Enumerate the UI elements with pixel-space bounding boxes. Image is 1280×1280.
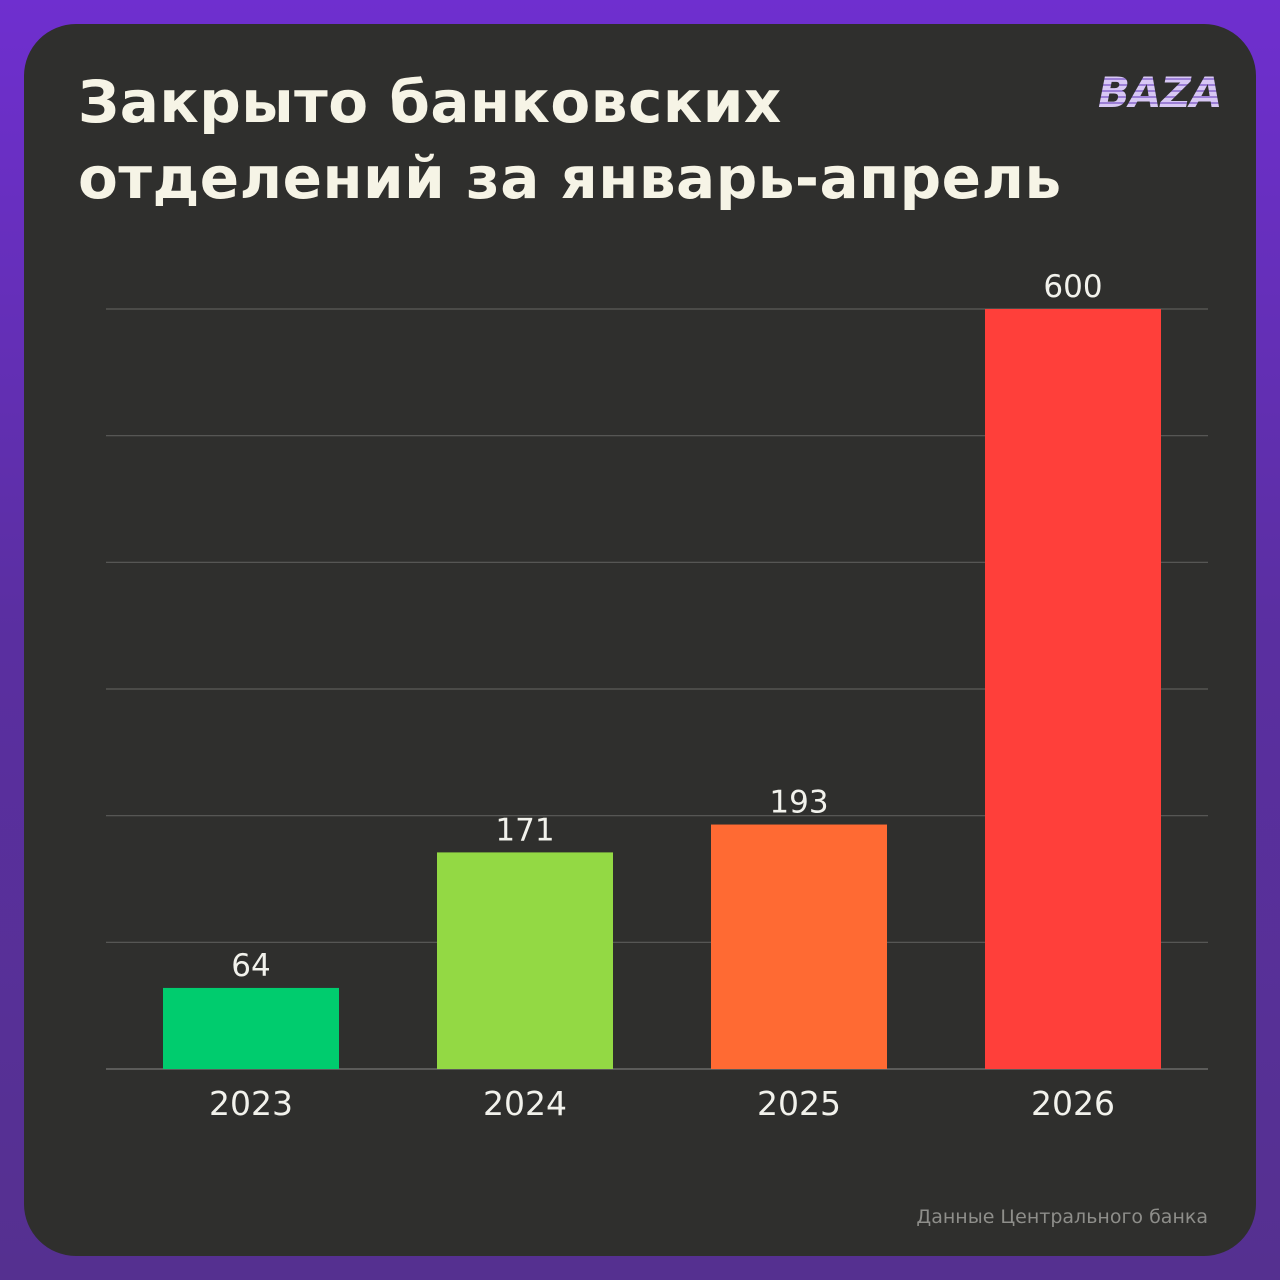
x-tick-label-2024: 2024 bbox=[483, 1084, 567, 1123]
bars bbox=[163, 309, 1161, 1069]
value-label-2024: 171 bbox=[495, 812, 554, 848]
value-label-2025: 193 bbox=[769, 785, 828, 821]
bar-2025 bbox=[711, 824, 887, 1069]
value-label-2026: 600 bbox=[1043, 269, 1102, 305]
value-label-2023: 64 bbox=[231, 948, 270, 984]
chart-card: Закрыто банковских отделений за январь-а… bbox=[24, 24, 1256, 1256]
labels: 64 2023 171 2024 193 2025 600 2026 bbox=[209, 269, 1115, 1123]
bar-2026 bbox=[985, 309, 1161, 1069]
chart-title: Закрыто банковских отделений за январь-а… bbox=[78, 68, 1062, 212]
x-tick-label-2025: 2025 bbox=[757, 1084, 841, 1123]
x-tick-label-2023: 2023 bbox=[209, 1084, 293, 1123]
bar-chart: 64 2023 171 2024 193 2025 600 2026 bbox=[106, 269, 1208, 1123]
baza-logo: BAZA bbox=[1098, 68, 1222, 117]
bar-2023 bbox=[163, 987, 339, 1069]
bar-2024 bbox=[437, 852, 613, 1069]
source-note: Данные Центрального банка bbox=[916, 1206, 1208, 1228]
x-tick-label-2026: 2026 bbox=[1031, 1084, 1115, 1123]
